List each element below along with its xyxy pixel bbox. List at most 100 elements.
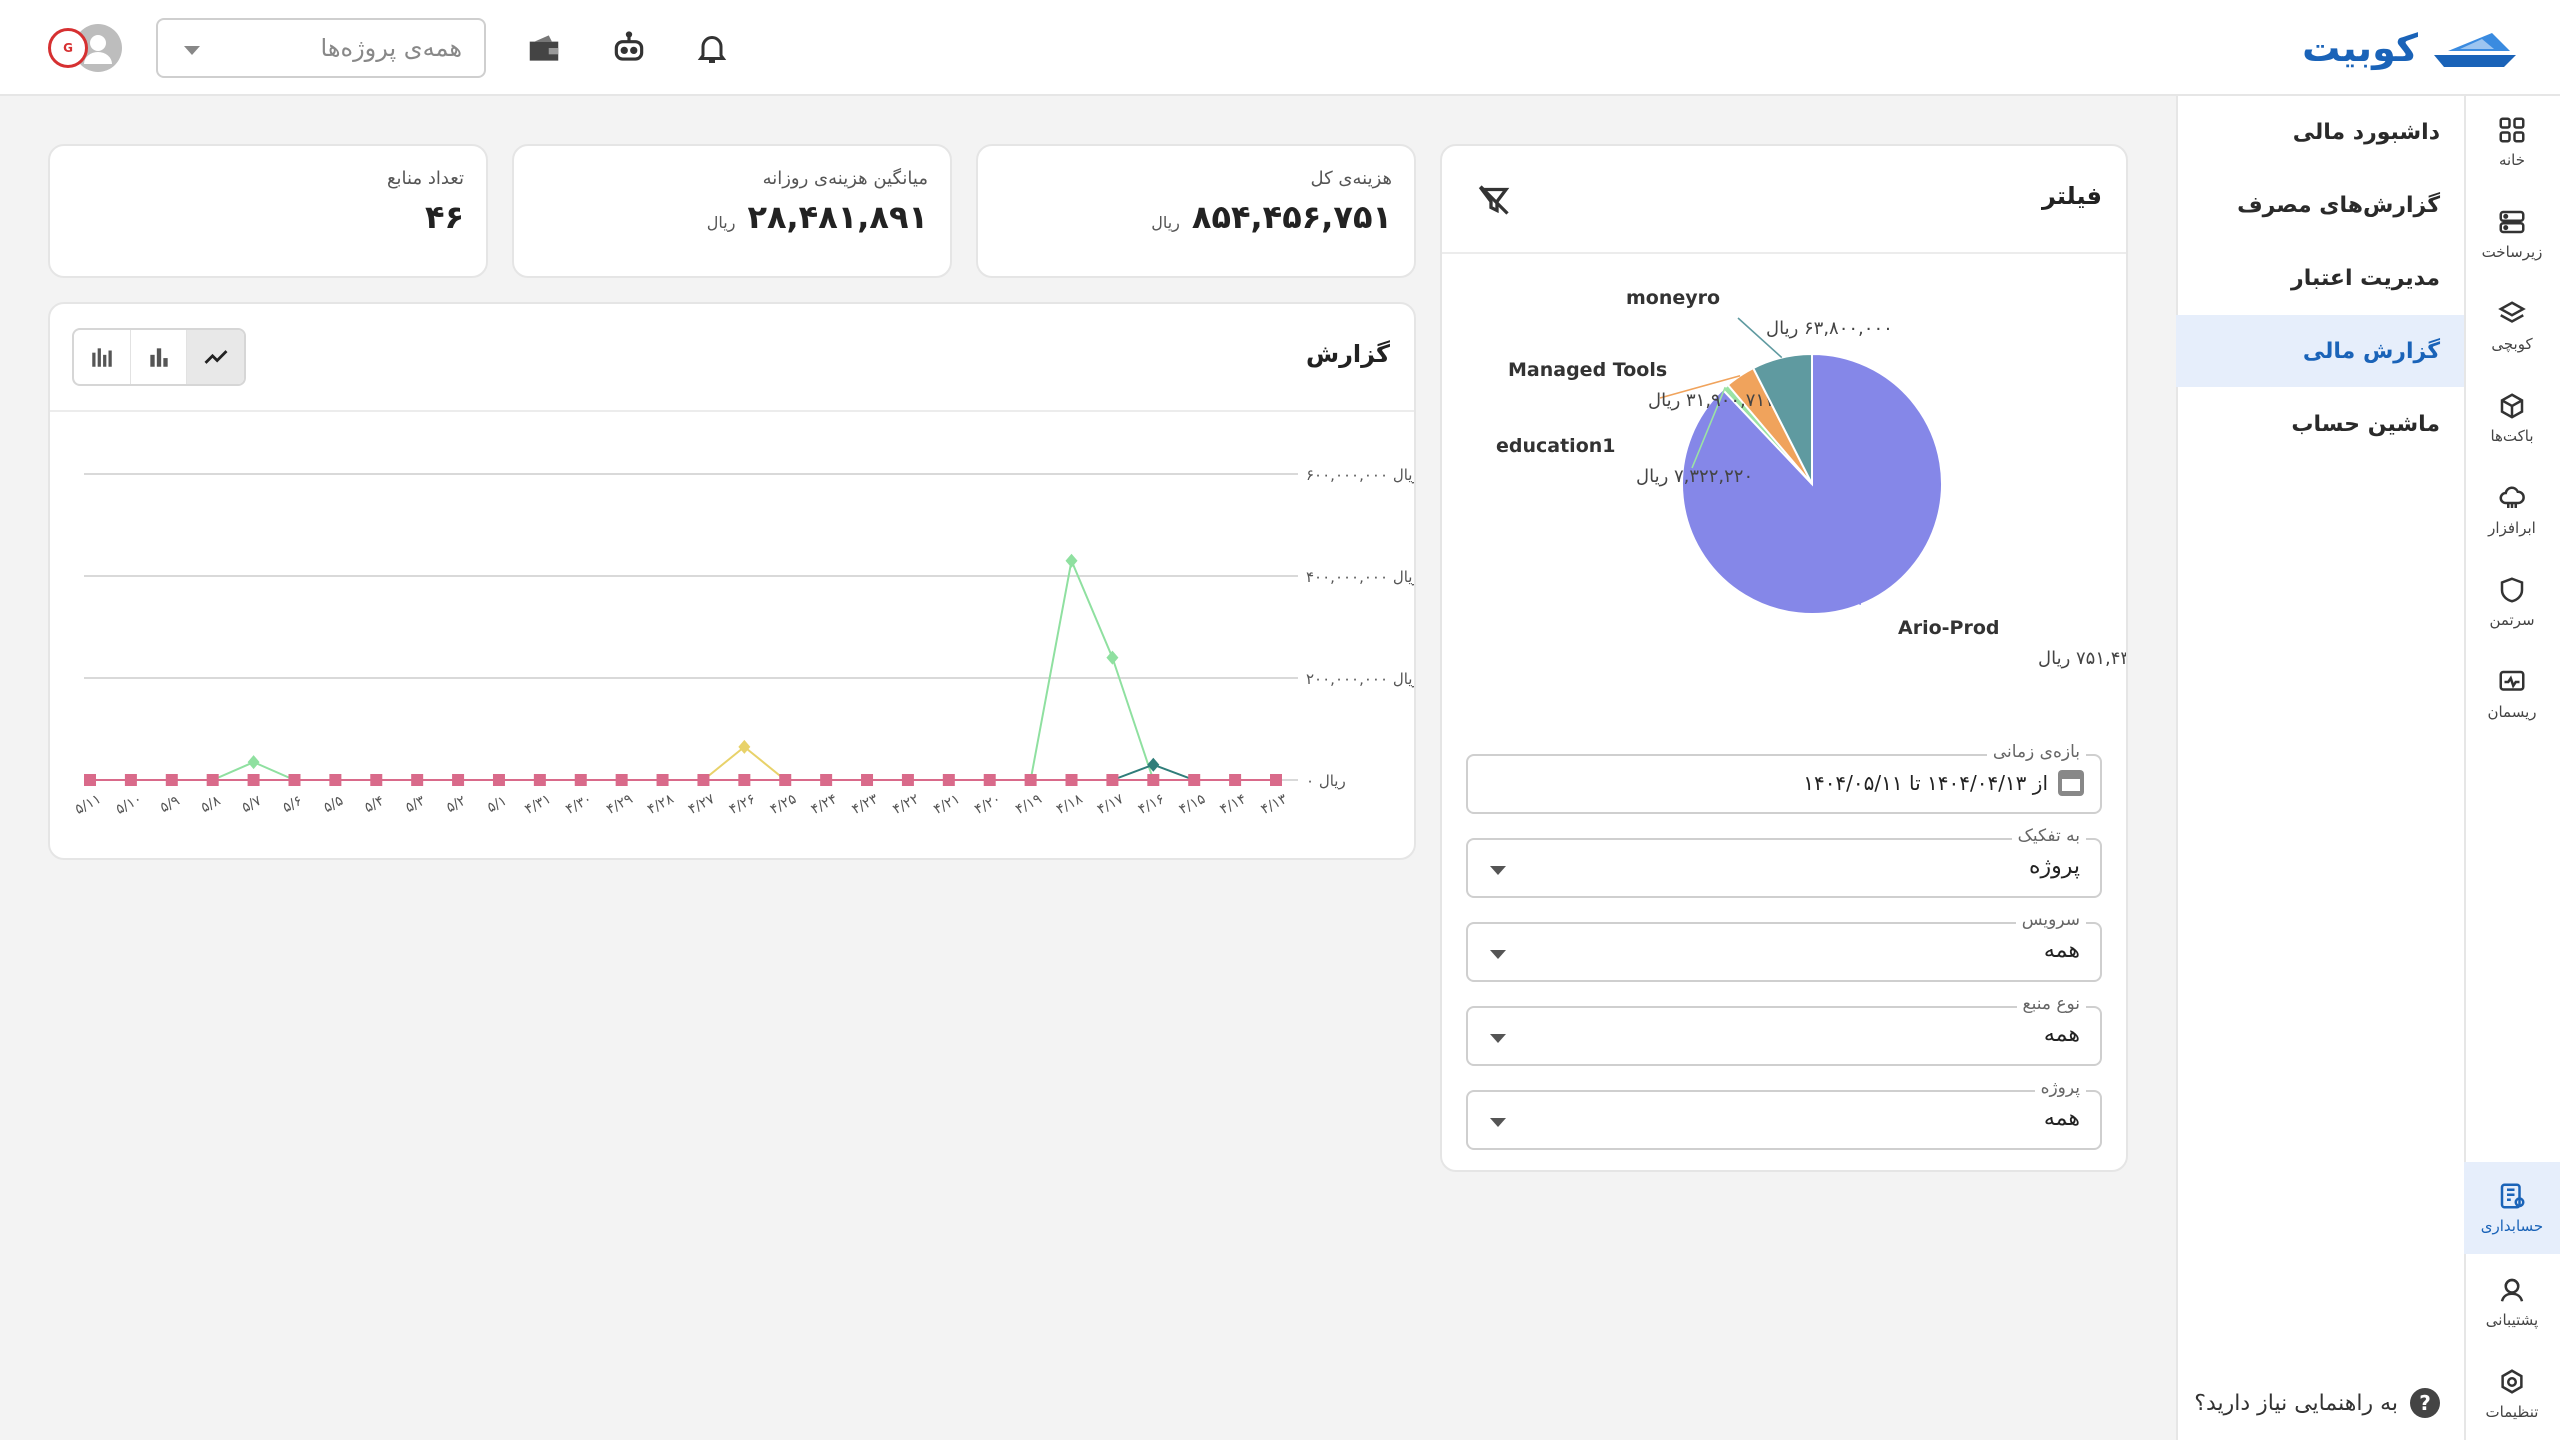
x-tick-label: ۴/۲۷ (686, 791, 718, 818)
stat-value: ۲۸,۴۸۱,۸۹۱ ریال (707, 198, 928, 236)
series-point[interactable] (1147, 757, 1160, 772)
series-point[interactable] (124, 774, 137, 786)
subnav-financial-report[interactable]: گزارش مالی (2176, 315, 2464, 387)
series-point[interactable] (656, 774, 669, 786)
filter-off-icon (1478, 185, 1510, 215)
stat-title: میانگین هزینه‌ی روزانه (762, 168, 928, 189)
series-point[interactable] (615, 774, 628, 786)
help-link[interactable]: ? به راهنمایی نیاز دارید؟ (2194, 1388, 2440, 1418)
chart-type-stacked-button[interactable] (74, 330, 131, 384)
chevron-down-icon (1490, 950, 1506, 959)
series-point[interactable] (574, 774, 587, 786)
x-tick-label: ۴/۲۲ (890, 791, 922, 818)
rail-item-infrastructure[interactable]: زیرساخت (2464, 194, 2560, 274)
series-line (90, 763, 1276, 781)
series-point[interactable] (1106, 774, 1119, 786)
rail-item-cloud-apps[interactable]: ابرافزار (2464, 470, 2560, 550)
pie-leader-line (1659, 374, 1741, 399)
pie-slice-name: Managed Tools (1508, 359, 1667, 381)
series-point[interactable] (165, 774, 178, 786)
series-point[interactable] (329, 774, 342, 786)
series-point[interactable] (1106, 650, 1119, 665)
rail-item-sartman[interactable]: سرتمن (2464, 562, 2560, 642)
pie-slice-name: moneyro (1626, 287, 1720, 309)
filter-clear-button[interactable] (1476, 182, 1512, 218)
pie-slice-name: Ario-Prod (1898, 617, 1999, 639)
field-value: همه (2043, 1022, 2080, 1047)
date-range-field[interactable]: بازه‌ی زمانی از ۱۴۰۴/۰۴/۱۳ تا ۱۴۰۴/۰۵/۱۱ (1466, 742, 2102, 814)
robot-assistant-icon[interactable] (605, 24, 653, 72)
notification-bell-icon[interactable] (688, 24, 736, 72)
series-point[interactable] (1147, 774, 1160, 786)
series-point[interactable] (738, 774, 751, 786)
rail-item-accounting[interactable]: حسابداری (2464, 1162, 2560, 1254)
series-point[interactable] (861, 774, 874, 786)
filter-card: فیلتر Ario-Prod ۷۵۱,۴۳۳,۸۱۲ ریال education… (1440, 144, 2128, 1172)
x-tick-label: ۵/۹ (157, 793, 182, 816)
x-tick-label: ۴/۱۵ (1177, 791, 1209, 818)
stacked-bar-icon (92, 348, 112, 367)
subnav-usage-reports[interactable]: گزارش‌های مصرف (2176, 169, 2464, 241)
pie-slice[interactable] (1751, 352, 1813, 485)
resource-type-select[interactable]: نوع منبع همه (1466, 994, 2102, 1066)
series-point[interactable] (247, 774, 260, 786)
series-point[interactable] (1065, 774, 1078, 786)
series-point[interactable] (452, 774, 465, 786)
grid-icon (2499, 117, 2525, 143)
series-point[interactable] (206, 774, 219, 786)
series-point[interactable] (1270, 774, 1282, 786)
rail-item-risman[interactable]: ریسمان (2464, 654, 2560, 734)
series-point[interactable] (901, 774, 914, 786)
rail-label: تنظیمات (2485, 1403, 2539, 1421)
series-point[interactable] (1229, 774, 1242, 786)
filter-title: فیلتر (2041, 182, 2102, 210)
y-tick-label: ۰ ریال (1306, 772, 1346, 790)
rail-label: سرتمن (2489, 611, 2535, 629)
series-point[interactable] (370, 774, 383, 786)
service-select[interactable]: سرویس همه (1466, 910, 2102, 982)
rail-item-kubchi[interactable]: کوبچی (2464, 286, 2560, 366)
stat-title: تعداد منابع (386, 168, 464, 189)
stat-number: ۴۶ (424, 198, 464, 236)
stat-value: ۸۵۴,۴۵۶,۷۵۱ ریال (1151, 198, 1392, 236)
series-point[interactable] (942, 774, 955, 786)
pie-leader-line (1691, 386, 1726, 469)
series-point[interactable] (533, 774, 546, 786)
user-badge-text: G (63, 41, 73, 55)
series-point[interactable] (983, 774, 996, 786)
series-point[interactable] (738, 739, 751, 754)
subnav-label: گزارش‌های مصرف (2237, 192, 2440, 218)
chart-type-bar-button[interactable] (131, 330, 188, 384)
rail-item-settings[interactable]: تنظیمات (2464, 1354, 2560, 1434)
subnav-credit-management[interactable]: مدیریت اعتبار (2176, 242, 2464, 314)
shield-icon (2500, 577, 2524, 603)
series-point[interactable] (1065, 553, 1078, 568)
series-point[interactable] (288, 774, 301, 786)
project-filter-select[interactable]: پروژه همه (1466, 1078, 2102, 1150)
app-logo[interactable]: کوبیت (2302, 22, 2522, 74)
subnav-financial-dashboard[interactable]: داشبورد مالی (2176, 96, 2464, 168)
chart-type-line-button[interactable] (187, 330, 244, 384)
series-point[interactable] (1024, 774, 1037, 786)
series-point[interactable] (1188, 774, 1201, 786)
rail-item-support[interactable]: پشتیبانی (2464, 1262, 2560, 1342)
pie-slice-value: ۷۵۱,۴۳۳,۸۱۲ ریال (2038, 648, 2126, 669)
rail-item-home[interactable]: خانه (2464, 102, 2560, 182)
subnav-calculator[interactable]: ماشین حساب (2176, 388, 2464, 460)
stat-number: ۸۵۴,۴۵۶,۷۵۱ (1191, 198, 1392, 236)
series-point[interactable] (779, 774, 792, 786)
project-select-placeholder: همه‌ی پروژه‌ها (320, 34, 462, 62)
series-line (90, 557, 1276, 781)
series-point[interactable] (697, 774, 710, 786)
series-point[interactable] (492, 774, 505, 786)
series-point[interactable] (247, 755, 260, 770)
series-point[interactable] (84, 774, 96, 786)
group-by-select[interactable]: به تفکیک پروژه (1466, 826, 2102, 898)
series-point[interactable] (411, 774, 424, 786)
project-select[interactable]: همه‌ی پروژه‌ها (156, 18, 486, 78)
stat-total-cost: هزینه‌ی کل ۸۵۴,۴۵۶,۷۵۱ ریال (976, 144, 1416, 278)
rail-item-buckets[interactable]: باکت‌ها (2464, 378, 2560, 458)
layers-icon (2498, 301, 2526, 323)
wallet-icon[interactable] (520, 24, 568, 72)
series-point[interactable] (820, 774, 833, 786)
